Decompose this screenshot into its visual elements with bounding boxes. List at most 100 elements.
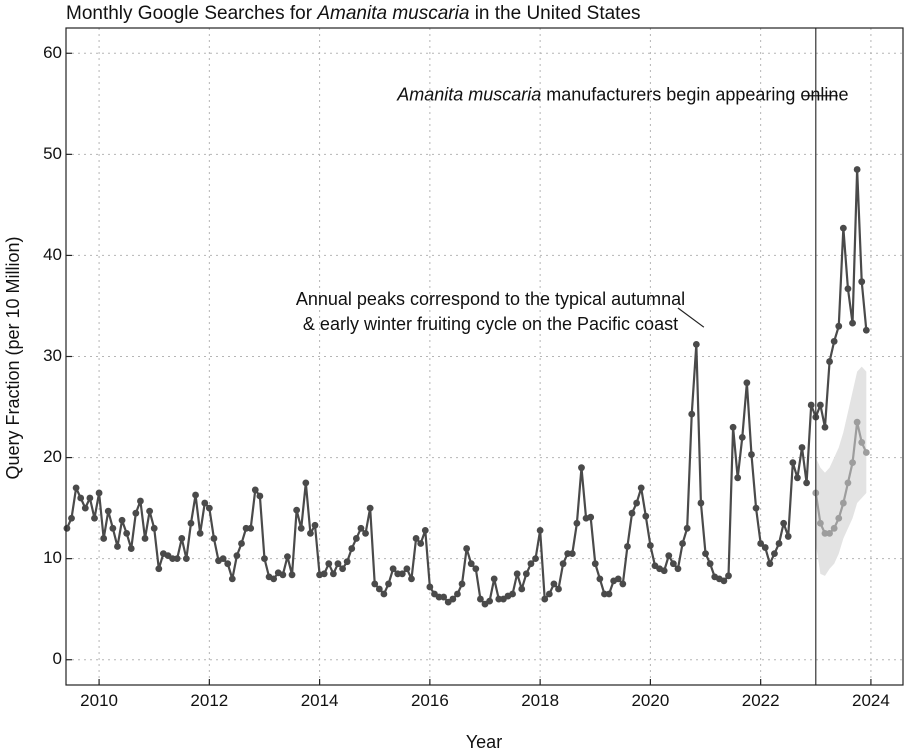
data-point: [559, 560, 567, 568]
data-point: [816, 401, 824, 409]
annotation-pointer: [677, 307, 705, 328]
data-point: [477, 595, 484, 603]
data-point: [68, 514, 75, 522]
chart-title: Monthly Google Searches for Amanita musc…: [66, 3, 641, 24]
data-point: [550, 580, 558, 588]
data-point: [660, 567, 668, 575]
data-point: [472, 565, 480, 573]
data-point: [72, 484, 80, 492]
y-tick-label: 0: [53, 649, 62, 668]
data-point: [247, 524, 255, 532]
data-point: [743, 379, 751, 387]
data-point: [77, 494, 85, 502]
data-point: [467, 560, 475, 568]
data-point: [219, 555, 227, 563]
data-point: [95, 489, 103, 497]
data-point: [325, 560, 333, 568]
data-point: [297, 524, 305, 532]
series-1: [63, 166, 870, 608]
x-tick-label: 2020: [631, 691, 669, 710]
data-point: [807, 401, 815, 409]
data-point: [702, 550, 709, 557]
data-point: [63, 524, 71, 532]
data-point: [545, 590, 553, 598]
data-point: [293, 506, 301, 514]
data-point: [224, 560, 232, 568]
annotation-2-line-2: & early winter fruiting cycle on the Pac…: [303, 314, 678, 334]
data-point: [692, 340, 700, 348]
data-point: [706, 560, 714, 568]
data-point: [826, 529, 833, 537]
data-point: [688, 410, 696, 418]
data-point: [375, 585, 383, 593]
data-point: [320, 570, 328, 578]
data-point: [348, 545, 356, 552]
data-point: [633, 499, 641, 507]
confidence-band: [815, 366, 867, 576]
data-point: [421, 526, 429, 534]
data-point: [844, 479, 852, 487]
data-point: [205, 504, 213, 512]
data-point: [835, 514, 843, 522]
data-point: [624, 543, 631, 550]
y-axis-title: Query Fraction (per 10 Million): [3, 236, 23, 479]
data-point: [454, 590, 461, 598]
data-point: [334, 560, 342, 568]
data-point: [389, 565, 397, 573]
series-line: [65, 168, 868, 606]
data-point: [679, 540, 686, 547]
data-point: [343, 558, 351, 566]
data-point: [339, 565, 346, 573]
x-axis-title: Year: [466, 732, 502, 750]
data-point: [757, 540, 765, 547]
data-point: [665, 552, 673, 560]
data-point: [302, 479, 310, 487]
data-point: [766, 560, 774, 568]
data-point: [674, 565, 682, 573]
data-point: [458, 580, 466, 588]
annotation-2-line-1: Annual peaks correspond to the typical a…: [296, 289, 685, 309]
annotation-1-line-1: Amanita muscaria manufacturers begin app…: [396, 84, 848, 104]
data-point: [628, 509, 636, 517]
data-point: [839, 499, 847, 507]
data-point: [826, 358, 833, 365]
series-layer: [63, 166, 870, 608]
data-point: [738, 433, 746, 441]
data-point: [490, 575, 498, 583]
data-point: [201, 499, 209, 507]
data-point: [798, 444, 806, 451]
data-point: [150, 524, 158, 532]
data-point: [233, 552, 241, 560]
data-point: [137, 497, 144, 505]
data-point: [720, 577, 728, 585]
data-point: [270, 575, 278, 583]
data-point: [780, 519, 788, 527]
data-point: [307, 529, 314, 537]
data-point: [784, 533, 792, 540]
data-point: [853, 166, 861, 173]
data-point: [734, 474, 742, 482]
data-point: [486, 597, 493, 605]
data-point: [132, 509, 140, 517]
data-point: [366, 504, 374, 512]
data-point: [794, 474, 801, 482]
data-point: [522, 570, 530, 578]
data-point: [789, 459, 797, 467]
data-point: [605, 590, 613, 598]
data-point: [357, 524, 365, 532]
data-point: [858, 439, 866, 446]
data-point: [362, 529, 369, 537]
x-tick-label: 2022: [742, 691, 780, 710]
data-point: [527, 560, 535, 568]
data-point: [123, 529, 131, 537]
data-point: [862, 326, 870, 334]
annotation-layer: Amanita muscaria manufacturers begin app…: [296, 28, 848, 685]
data-point: [210, 535, 218, 542]
data-point: [329, 570, 337, 578]
data-point: [114, 543, 121, 550]
data-point: [187, 519, 195, 527]
data-point: [683, 524, 691, 532]
y-tick-label: 10: [43, 548, 62, 567]
data-point: [587, 513, 595, 521]
